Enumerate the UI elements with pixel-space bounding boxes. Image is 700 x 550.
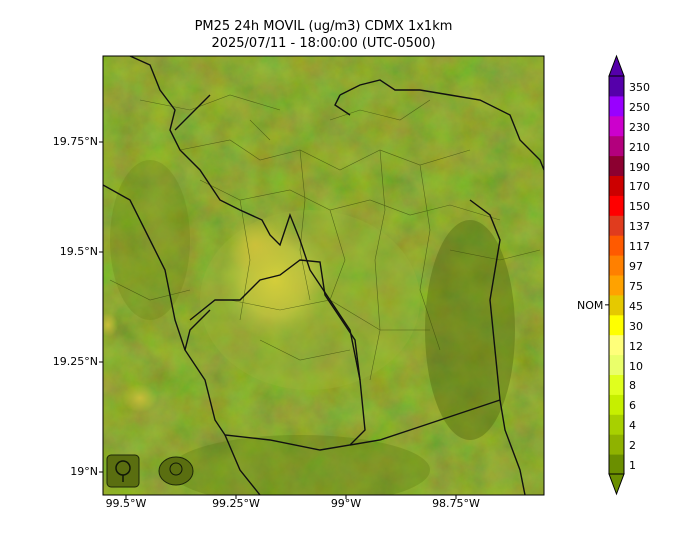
lat-tick-label: 19°N [70, 465, 98, 478]
colorbar-level-label: 6 [629, 399, 636, 413]
colorbar-level-label: 137 [629, 220, 650, 234]
colorbar-segment [609, 195, 624, 216]
colorbar-segment [609, 314, 624, 336]
colorbar-level-label: 2 [629, 439, 636, 453]
colorbar-level-label: 210 [629, 140, 650, 154]
colorbar-segment [609, 115, 624, 137]
colorbar-segment [609, 414, 624, 435]
cdmx-logo [158, 456, 194, 486]
colorbar-max-arrow [608, 54, 625, 77]
colorbar-level-label: 45 [629, 299, 643, 313]
colorbar-level-label: 97 [629, 260, 643, 274]
pm25-hotspot-north [227, 215, 283, 275]
nom-label: NOM [577, 299, 604, 312]
colorbar-segment [609, 135, 624, 157]
colorbar-segment [609, 354, 624, 375]
colorbar-segment [609, 255, 624, 276]
lat-tick-label: 19.25°N [52, 355, 98, 368]
colorbar-segment [609, 215, 624, 236]
lat-tick-label: 19.75°N [52, 135, 98, 148]
colorbar-level-label: 170 [629, 180, 650, 194]
colorbar-level-label: 4 [629, 419, 636, 433]
colorbar-segment [609, 275, 624, 296]
colorbar-level-label: 190 [629, 160, 650, 174]
colorbar-level-label: 30 [629, 319, 643, 333]
colorbar-segment [609, 76, 624, 97]
municipal-boundaries [109, 94, 541, 381]
lon-tick-label: 99.5°W [105, 497, 147, 510]
state-boundaries [103, 56, 544, 495]
lon-tick-label: 99.25°W [212, 497, 260, 510]
axis-ticks [99, 141, 457, 499]
colorbar-min-arrow [608, 473, 625, 496]
colorbar-level-label: 8 [629, 379, 636, 393]
colorbar-segment [609, 434, 624, 455]
pm25-hotspot-southwest [122, 384, 158, 412]
colorbar-level-label: 250 [629, 100, 650, 114]
colorbar-segment [609, 454, 624, 475]
map-area[interactable] [98, 56, 544, 505]
south-mountains [170, 435, 430, 495]
lon-tick-label: 98.75°W [432, 497, 480, 510]
colorbar-level-label: 1 [629, 459, 636, 473]
colorbar-segment [609, 294, 624, 316]
colorbar-segment [609, 235, 624, 256]
map-frame [102, 55, 545, 496]
colorbar-frame [608, 75, 625, 475]
colorbar-level-label: 117 [629, 240, 650, 254]
colorbar-level-label: 75 [629, 279, 643, 293]
colorbar-segment [609, 334, 624, 356]
lat-tick-label: 19.5°N [59, 245, 98, 258]
sedema-logo [106, 454, 140, 488]
colorbar-level-label: 12 [629, 339, 643, 353]
colorbar-level-label: 150 [629, 200, 650, 214]
colorbar-segment [609, 394, 624, 415]
map-subtitle: 2025/07/11 - 18:00:00 (UTC-0500) [211, 36, 436, 51]
map-title: PM25 24h MOVIL (ug/m3) CDMX 1x1km [194, 19, 453, 34]
colorbar-segment [609, 95, 624, 117]
lon-tick-label: 99°W [330, 497, 362, 510]
colorbar-segment [609, 374, 624, 395]
pm25-hotspot-west [103, 313, 118, 337]
colorbar-level-label: 230 [629, 120, 650, 134]
colorbar-segment [609, 155, 624, 176]
colorbar-segment [609, 175, 624, 196]
colorbar-level-label: 10 [629, 359, 643, 373]
east-mountains [425, 220, 515, 440]
colorbar [605, 54, 625, 496]
colorbar-level-label: 350 [629, 80, 650, 94]
